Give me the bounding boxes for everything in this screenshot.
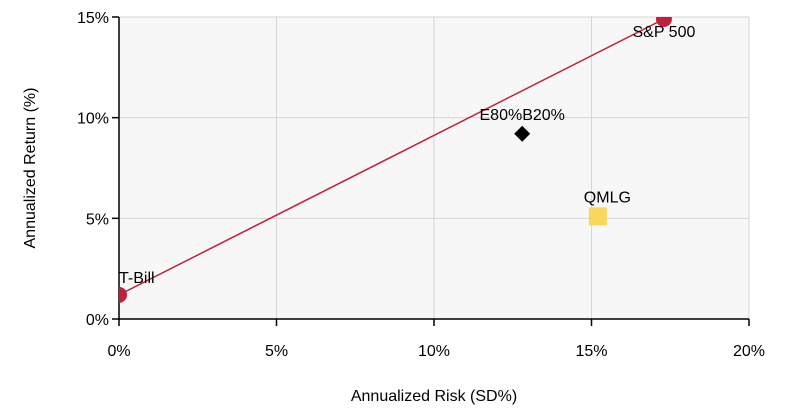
capital-market-line (118, 18, 665, 296)
point-s-p-500-label: S&P 500 (633, 24, 696, 41)
axes (112, 16, 750, 326)
point-e80-b20- (514, 125, 531, 142)
x-tick-label: 15% (575, 343, 607, 360)
x-tick-label: 0% (107, 343, 130, 360)
grid-lines (119, 16, 750, 319)
point-qmlg (588, 207, 607, 226)
y-tick-label: 0% (86, 312, 109, 329)
point-s-p-500 (655, 17, 672, 28)
point-t-bill (119, 286, 127, 303)
x-axis-title: Annualized Risk (SD%) (351, 388, 517, 405)
y-tick-label: 15% (77, 10, 109, 27)
y-axis-title: Annualized Return (%) (22, 88, 39, 249)
point-labels: T-Bill S&P 500 E80%B20% QMLG (119, 24, 695, 287)
line-layer (118, 18, 665, 296)
y-tick-label: 5% (86, 211, 109, 228)
x-tick-label: 20% (733, 343, 765, 360)
tick-labels: 0% 5% 10% 15% 20% 0% 5% 10% 15% (77, 10, 765, 360)
x-tick-label: 10% (418, 343, 450, 360)
x-tick-label: 5% (265, 343, 288, 360)
y-tick-label: 10% (77, 111, 109, 128)
point-e80-b20--label: E80%B20% (480, 107, 565, 124)
data-points (119, 17, 672, 303)
point-t-bill-label: T-Bill (119, 270, 155, 287)
point-qmlg-label: QMLG (584, 189, 631, 206)
